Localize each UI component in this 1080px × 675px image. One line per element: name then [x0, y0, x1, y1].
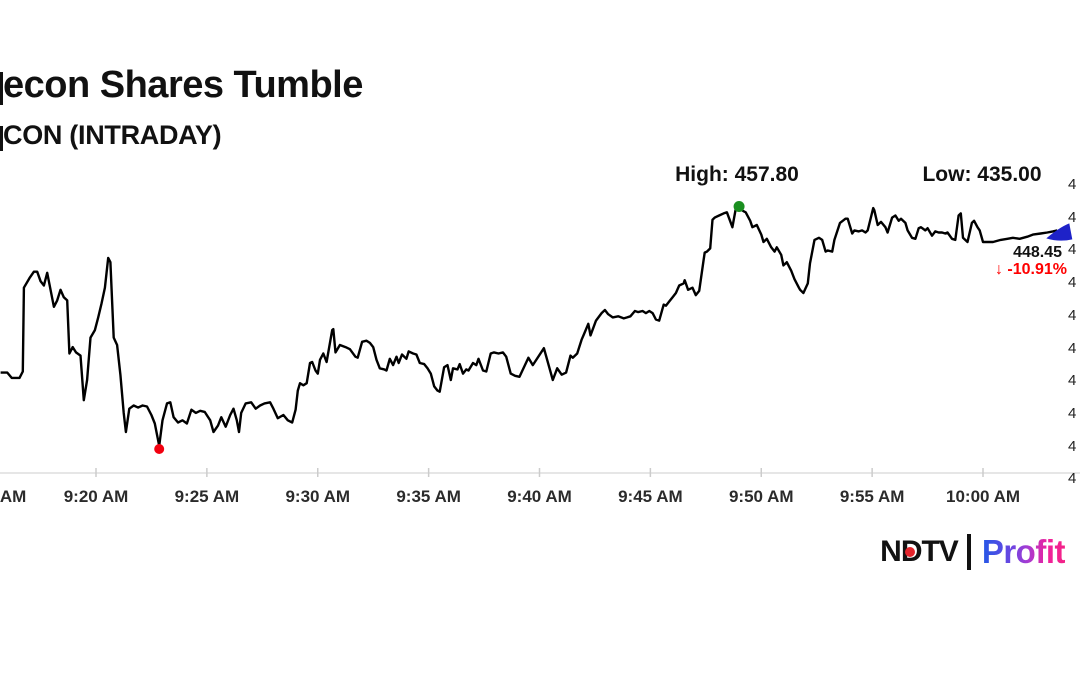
x-axis-tick-label: 9:20 AM — [63, 487, 129, 506]
x-axis-tick-label: 9:50 AM — [728, 487, 794, 506]
y-axis-tick-label: 4 — [1068, 372, 1077, 390]
price-line — [0, 206, 1058, 447]
ndtv-profit-logo: NDTV Profit — [880, 532, 1066, 572]
low-point-dot — [154, 443, 165, 454]
y-axis-tick-label: 4 — [1068, 208, 1077, 226]
x-axis-tick-label: 9:55 AM — [839, 487, 905, 506]
last-traded-price: 448.45 — [1013, 244, 1062, 261]
y-axis-tick-label: 4 — [1068, 241, 1077, 259]
change-percent-value: -10.91% — [1007, 261, 1067, 278]
y-axis-tick-label: 4 — [1068, 470, 1077, 488]
low-price-annotation: Low: 435.00 — [922, 163, 1042, 186]
y-axis-tick-label: 4 — [1068, 339, 1077, 357]
ndtv-wordmark: NDTV — [880, 532, 959, 572]
x-axis-tick-label: 9:25 AM — [174, 487, 240, 506]
x-axis-tick-label: 9:40 AM — [507, 487, 572, 506]
high-point-dot — [733, 200, 745, 212]
price-change-percent: ↓ -10.91% — [995, 261, 1067, 279]
subtitle-left-cut-sliver — [0, 126, 3, 151]
current-price-arrow-icon — [1046, 223, 1073, 241]
down-arrow-icon: ↓ — [994, 261, 1003, 278]
x-axis-tick-label: 9:30 AM — [285, 487, 351, 506]
chart-subtitle: CON (INTRADAY) — [3, 120, 222, 150]
y-axis-tick-label: 4 — [1068, 437, 1077, 455]
title-left-cut-sliver — [0, 72, 3, 105]
x-axis-tick-label: 9:35 AM — [396, 487, 461, 506]
ndtv-text: NDTV — [880, 535, 959, 568]
y-axis-tick-label: 4 — [1068, 176, 1077, 193]
profit-wordmark: Profit — [981, 533, 1066, 570]
x-axis-tick-label: 9:45 AM — [618, 487, 683, 506]
y-axis-tick-label: 4 — [1068, 404, 1077, 422]
page-title: econ Shares Tumble — [3, 64, 363, 106]
ndtv-red-dot-icon — [905, 547, 916, 557]
high-price-annotation: High: 457.80 — [675, 163, 799, 186]
y-axis-tick-label: 4 — [1068, 306, 1077, 324]
x-axis-tick-label: AM — [0, 487, 27, 506]
y-axis-tick-label: 4 — [1068, 274, 1077, 292]
logo-separator-bar — [966, 534, 971, 570]
x-axis-tick-label: 10:00 AM — [945, 487, 1021, 506]
